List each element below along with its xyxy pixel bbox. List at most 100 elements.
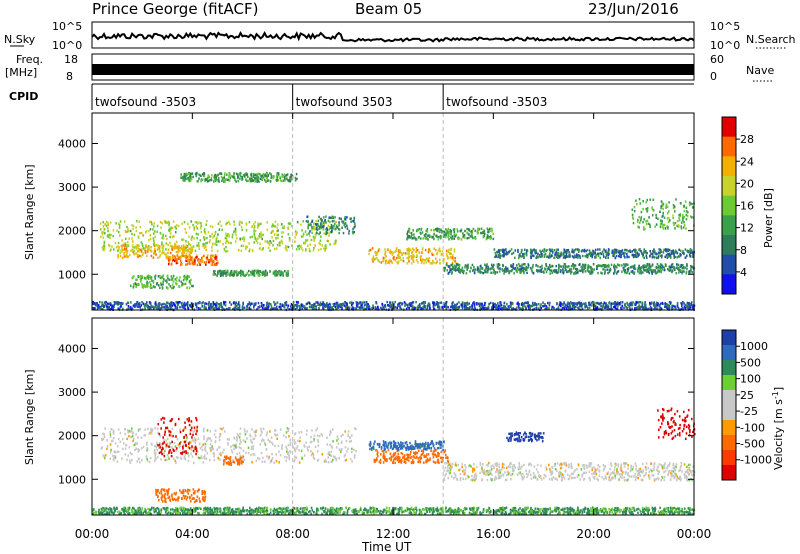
power-echo-cell [110, 233, 112, 237]
power-echo-cell [159, 245, 161, 248]
velocity-echo-cell [261, 439, 263, 443]
power-echo-cell [352, 227, 354, 231]
power-echo-cell [351, 307, 353, 310]
power-echo-cell [453, 303, 456, 306]
power-echo-cell [116, 249, 119, 252]
power-echo-cell [145, 277, 147, 280]
power-echo-cell [605, 304, 607, 307]
power-echo-cell [154, 302, 156, 305]
power-echo-cell [292, 302, 295, 305]
power-echo-cell [584, 263, 587, 267]
power-echo-cell [113, 301, 116, 304]
power-echo-cell [615, 254, 618, 258]
power-echo-cell [273, 303, 276, 306]
power-echo-cell [188, 254, 190, 258]
power-echo-cell [462, 235, 464, 239]
power-echo-cell [597, 271, 599, 275]
power-echo-cell [411, 233, 413, 237]
power-echo-cell [328, 234, 330, 238]
power-echo-cell [477, 227, 480, 230]
power-echo-cell [622, 266, 625, 270]
power-echo-cell [407, 255, 410, 258]
velocity-echo-cell [260, 451, 263, 455]
power-echo-cell [484, 270, 486, 274]
power-echo-cell [146, 246, 149, 249]
power-echo-cell [326, 227, 328, 230]
power-echo-cell [304, 230, 307, 233]
power-echo-cell [176, 283, 178, 286]
power-echo-cell [486, 234, 489, 237]
power-echo-cell [591, 272, 593, 275]
power-echo-cell [377, 249, 380, 253]
power-echo-cell [246, 307, 248, 310]
power-echo-cell [217, 272, 219, 275]
power-echo-cell [588, 306, 591, 309]
power-echo-cell [393, 306, 396, 309]
power-echo-cell [296, 231, 298, 234]
power-echo-cell [568, 302, 571, 305]
power-echo-cell [103, 240, 106, 244]
power-echo-cell [278, 241, 280, 245]
power-echo-cell [573, 255, 576, 258]
power-echo-cell [294, 236, 296, 239]
power-echo-cell [416, 254, 418, 258]
power-echo-cell [512, 264, 514, 268]
power-echo-cell [660, 254, 662, 257]
velocity-echo-cell [286, 427, 289, 430]
power-echo-cell [141, 276, 143, 279]
power-echo-cell [535, 256, 537, 260]
power-echo-cell [300, 304, 303, 307]
power-echo-cell [227, 178, 229, 181]
power-echo-cell [101, 308, 103, 311]
power-echo-cell [486, 227, 489, 230]
power-echo-cell [346, 224, 348, 227]
power-echo-cell [350, 217, 352, 220]
power-echo-cell [189, 247, 192, 250]
power-echo-cell [290, 305, 292, 308]
power-echo-cell [427, 234, 430, 237]
power-echo-cell [371, 247, 374, 250]
power-echo-cell [104, 301, 107, 304]
power-echo-cell [206, 236, 208, 240]
nsky-tick-high: 10^5 [52, 20, 82, 33]
power-echo-cell [413, 236, 415, 239]
power-echo-cell [521, 263, 523, 266]
power-echo-cell [452, 301, 454, 304]
power-echo-cell [398, 302, 400, 305]
power-echo-cell [680, 225, 682, 228]
power-echo-cell [428, 234, 431, 237]
power-echo-cell [510, 303, 512, 307]
power-echo-cell [192, 223, 194, 227]
power-echo-cell [137, 235, 140, 238]
power-echo-cell [272, 239, 275, 243]
power-echo-cell [188, 250, 191, 254]
velocity-echo-cell [251, 445, 253, 449]
power-echo-cell [584, 302, 587, 305]
power-echo-cell [620, 253, 622, 257]
colorbar-cell [722, 274, 736, 295]
power-echo-cell [683, 224, 686, 227]
power-echo-cell [533, 248, 535, 251]
velocity-echo-cell [320, 433, 323, 436]
power-echo-cell [540, 268, 542, 272]
power-echo-cell [333, 219, 335, 223]
power-echo-cell [563, 269, 565, 272]
power-echo-cell [350, 301, 353, 304]
power-echo-cell [333, 222, 336, 226]
velocity-echo-cell [221, 427, 223, 431]
velocity-echo-cell [299, 436, 301, 439]
power-echo-cell [681, 267, 684, 270]
power-echo-cell [548, 304, 551, 307]
power-echo-cell [464, 229, 466, 233]
power-echo-cell [125, 254, 127, 258]
power-echo-cell [595, 253, 598, 257]
power-echo-cell [404, 304, 406, 307]
power-echo-cell [556, 271, 559, 275]
power-echo-cell [329, 306, 332, 309]
power-echo-cell [607, 305, 610, 308]
power-echo-cell [444, 266, 446, 270]
power-echo-cell [670, 250, 673, 253]
power-echo-cell [672, 206, 675, 210]
power-echo-cell [118, 302, 120, 306]
power-echo-cell [245, 172, 248, 175]
